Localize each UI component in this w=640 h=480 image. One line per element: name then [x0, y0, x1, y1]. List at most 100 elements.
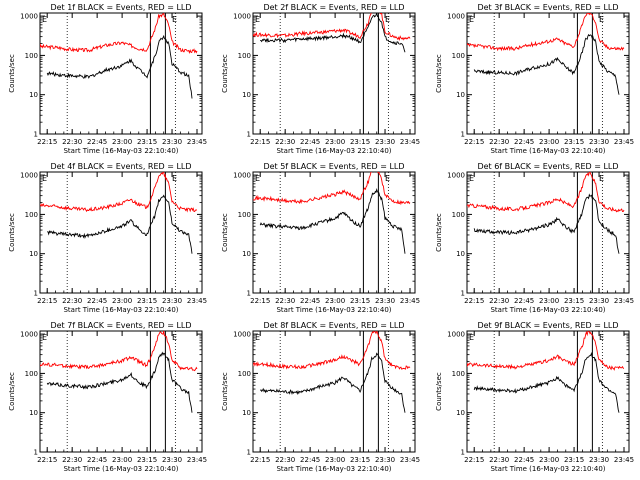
y-tick-label: 1: [461, 449, 465, 457]
y-tick-label: 10: [242, 250, 251, 258]
panel-title: Det 9f BLACK = Events, RED = LLD: [477, 321, 618, 330]
panel-title: Det 5f BLACK = Events, RED = LLD: [263, 162, 404, 171]
panel-title: Det 2f BLACK = Events, RED = LLD: [263, 3, 404, 12]
y-tick-label: 100: [238, 370, 251, 378]
x-tick-label: 23:00: [539, 456, 559, 464]
y-tick-label: 10: [29, 91, 38, 99]
plot-frame: [39, 12, 203, 135]
x-tick-label: 23:00: [539, 138, 559, 146]
x-axis-label: Start Time (16-May-03 22:10:40): [490, 147, 605, 155]
x-tick-label: 22:45: [300, 297, 320, 305]
x-tick-label: 23:00: [112, 456, 132, 464]
x-tick-label: 23:30: [589, 456, 609, 464]
marker-label: E: [385, 174, 390, 183]
y-axis-label: Counts/sec: [435, 372, 443, 411]
y-axis-label: Counts/sec: [435, 54, 443, 93]
y-tick-label: 100: [452, 370, 465, 378]
series-red-lld: [40, 172, 198, 213]
x-tick-label: 23:15: [564, 456, 584, 464]
x-tick-label: 22:45: [87, 297, 107, 305]
marker-label: E: [599, 15, 604, 24]
y-tick-label: 10: [456, 409, 465, 417]
marker-label: E: [42, 174, 47, 183]
marker-label: E: [255, 333, 260, 342]
y-tick-label: 10: [29, 409, 38, 417]
y-axis-label: Counts/sec: [221, 54, 229, 93]
x-axis-label: Start Time (16-May-03 22:10:40): [63, 465, 178, 473]
marker-label: E: [599, 333, 604, 342]
y-tick-label: 100: [238, 211, 251, 219]
marker-label: E: [172, 174, 177, 183]
panel-3: Det 3f BLACK = Events, RED = LLD 1 10 100 10…: [435, 3, 634, 155]
x-axis-label: Start Time (16-May-03 22:10:40): [490, 306, 605, 314]
panel-title: Det 3f BLACK = Events, RED = LLD: [477, 3, 618, 12]
x-tick-label: 23:45: [187, 297, 207, 305]
series-black-events: [473, 33, 620, 95]
x-tick-label: 23:45: [614, 297, 634, 305]
x-tick-label: 22:30: [489, 456, 509, 464]
x-tick-label: 23:45: [614, 138, 634, 146]
x-tick-label: 23:00: [325, 297, 345, 305]
y-tick-label: 1: [34, 131, 38, 139]
x-tick-label: 22:15: [464, 297, 484, 305]
x-tick-label: 22:45: [514, 297, 534, 305]
panel-title: Det 6f BLACK = Events, RED = LLD: [477, 162, 618, 171]
y-tick-label: 10: [456, 250, 465, 258]
marker-label: E: [172, 333, 177, 342]
x-tick-label: 23:30: [162, 138, 182, 146]
series-black-events: [473, 351, 620, 413]
y-axis-label: Counts/sec: [8, 372, 16, 411]
x-tick-label: 22:15: [464, 456, 484, 464]
x-tick-label: 23:45: [400, 456, 420, 464]
marker-label: E: [469, 333, 474, 342]
y-tick-label: 10: [29, 250, 38, 258]
plot-frame: [252, 12, 416, 135]
x-tick-label: 23:45: [400, 297, 420, 305]
y-tick-label: 100: [238, 52, 251, 60]
x-axis-label: Start Time (16-May-03 22:10:40): [276, 147, 391, 155]
x-tick-label: 23:30: [375, 456, 395, 464]
series-black-events: [259, 352, 406, 413]
marker-label: E: [255, 174, 260, 183]
marker-label: E: [42, 333, 47, 342]
series-black-events: [46, 34, 193, 99]
x-tick-label: 22:15: [250, 138, 270, 146]
series-red-lld: [253, 13, 411, 42]
x-tick-label: 22:30: [489, 297, 509, 305]
x-tick-label: 23:45: [400, 138, 420, 146]
x-tick-label: 22:45: [514, 138, 534, 146]
y-tick-label: 1000: [233, 13, 251, 21]
y-tick-label: 100: [25, 370, 38, 378]
panel-7: Det 7f BLACK = Events, RED = LLD 1 10 100 10…: [8, 321, 207, 473]
series-black-events: [260, 13, 406, 53]
y-axis-label: Counts/sec: [8, 54, 16, 93]
x-tick-label: 23:00: [112, 138, 132, 146]
y-tick-label: 1000: [447, 13, 465, 21]
marker-label: E: [385, 333, 390, 342]
panel-title: Det 1f BLACK = Events, RED = LLD: [50, 3, 191, 12]
marker-label: E: [469, 15, 474, 24]
x-tick-label: 22:30: [275, 456, 295, 464]
series-red-lld: [40, 331, 198, 372]
x-tick-label: 22:30: [275, 138, 295, 146]
x-tick-label: 23:45: [187, 456, 207, 464]
y-tick-label: 1: [34, 449, 38, 457]
x-tick-label: 23:00: [112, 297, 132, 305]
x-tick-label: 23:30: [375, 297, 395, 305]
y-tick-label: 1: [34, 290, 38, 298]
x-tick-label: 22:30: [275, 297, 295, 305]
x-tick-label: 23:15: [564, 297, 584, 305]
series-red-lld: [253, 172, 411, 206]
series-red-lld: [253, 331, 411, 370]
series-red-lld: [467, 172, 625, 213]
plot-frame: [466, 330, 630, 453]
marker-label: E: [42, 15, 47, 24]
plot-frame: [252, 171, 416, 294]
plot-frame: [466, 12, 630, 135]
panel-title: Det 8f BLACK = Events, RED = LLD: [263, 321, 404, 330]
x-tick-label: 22:45: [514, 456, 534, 464]
plot-frame: [466, 171, 630, 294]
x-tick-label: 22:45: [87, 456, 107, 464]
y-tick-label: 1: [247, 290, 251, 298]
